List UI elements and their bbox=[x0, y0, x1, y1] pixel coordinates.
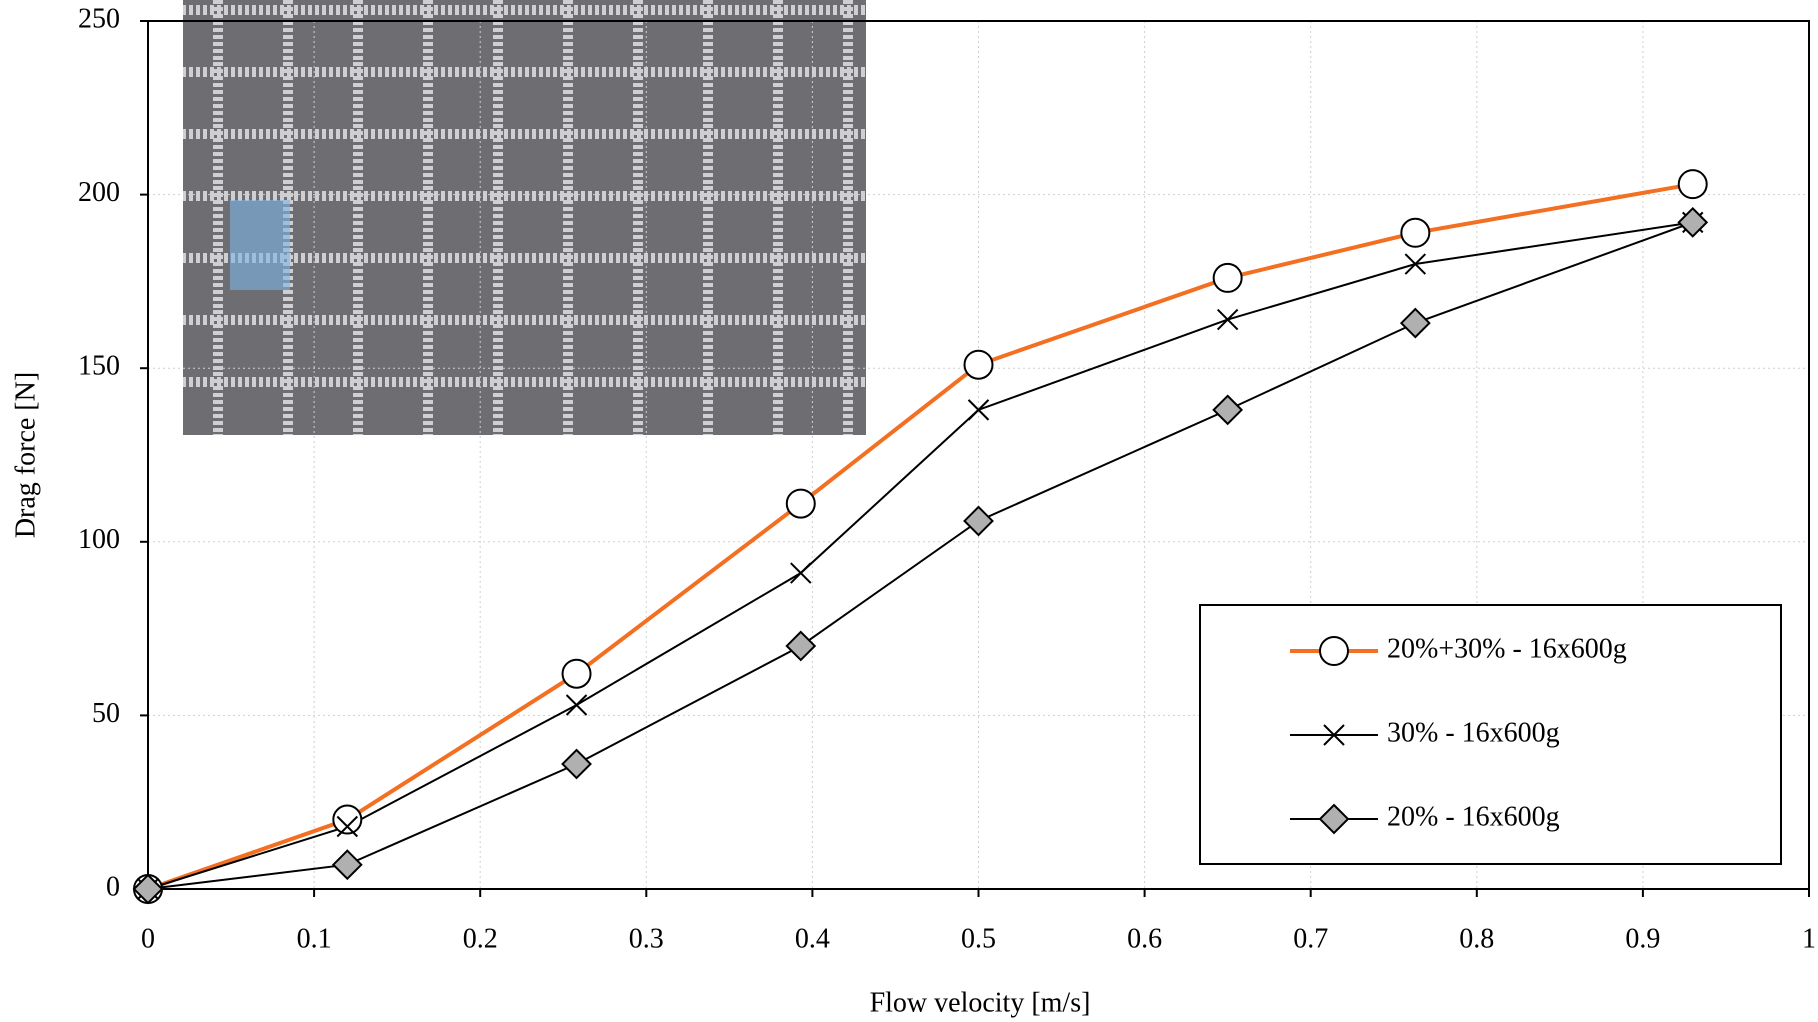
y-axis-label: Drag force [N] bbox=[10, 372, 41, 538]
marker bbox=[963, 349, 994, 380]
marker bbox=[336, 815, 359, 838]
x-tick-label: 0.5 bbox=[961, 923, 996, 954]
legend-label: 30% - 16x600g bbox=[1387, 717, 1560, 748]
y-tick-label: 0 bbox=[106, 871, 120, 902]
x-tick-label: 0 bbox=[141, 923, 155, 954]
x-tick-label: 0.9 bbox=[1625, 923, 1660, 954]
marker bbox=[1677, 169, 1708, 200]
x-tick-label: 0.6 bbox=[1127, 923, 1162, 954]
marker bbox=[790, 562, 812, 584]
marker bbox=[1216, 308, 1239, 331]
marker bbox=[1212, 262, 1243, 293]
x-tick-label: 0.2 bbox=[463, 923, 498, 954]
marker bbox=[785, 488, 816, 519]
marker bbox=[785, 630, 817, 662]
legend-label: 20% - 16x600g bbox=[1387, 801, 1560, 832]
y-tick-label: 250 bbox=[78, 3, 120, 34]
marker bbox=[1400, 217, 1431, 248]
inset-photo bbox=[183, 0, 866, 435]
series-line bbox=[147, 221, 1693, 890]
marker bbox=[1677, 206, 1709, 238]
y-tick-label: 200 bbox=[78, 177, 120, 208]
x-tick-label: 0.1 bbox=[297, 923, 332, 954]
x-tick-label: 0.3 bbox=[629, 923, 664, 954]
marker bbox=[1404, 253, 1427, 275]
marker bbox=[963, 505, 994, 537]
series-line bbox=[147, 182, 1694, 891]
x-tick-label: 0.8 bbox=[1459, 923, 1494, 954]
marker bbox=[331, 849, 363, 881]
legend-marker bbox=[1323, 724, 1345, 746]
legend-marker bbox=[1318, 803, 1350, 835]
marker bbox=[967, 399, 990, 421]
y-tick-label: 50 bbox=[92, 698, 120, 729]
marker bbox=[1399, 307, 1431, 339]
series-line bbox=[147, 221, 1694, 890]
marker bbox=[561, 748, 592, 780]
legend-label: 20%+30% - 16x600g bbox=[1387, 633, 1627, 664]
legend-marker bbox=[1319, 636, 1349, 666]
marker bbox=[132, 873, 164, 905]
y-tick-label: 150 bbox=[78, 351, 120, 382]
marker bbox=[565, 694, 588, 716]
x-axis-label: Flow velocity [m/s] bbox=[870, 987, 1091, 1018]
marker bbox=[561, 658, 592, 689]
x-tick-label: 0.7 bbox=[1293, 923, 1328, 954]
marker bbox=[1212, 394, 1244, 426]
inset-highlight bbox=[230, 200, 290, 290]
plot-frame bbox=[147, 20, 1810, 890]
marker bbox=[332, 804, 363, 835]
x-tick-label: 1 bbox=[1802, 923, 1816, 954]
x-tick-label: 0.4 bbox=[795, 923, 830, 954]
y-tick-label: 100 bbox=[78, 524, 120, 555]
